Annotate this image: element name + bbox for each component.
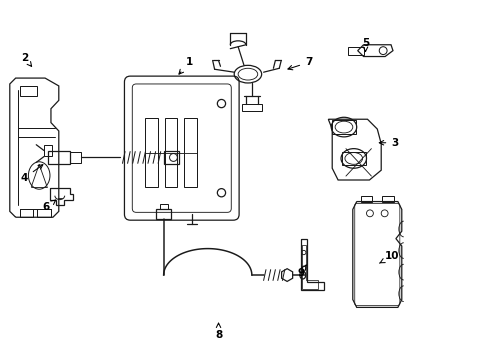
Text: 10: 10	[379, 251, 398, 263]
Bar	[164, 118, 177, 187]
Bar	[382, 196, 393, 202]
Bar	[160, 203, 167, 210]
Bar	[48, 150, 69, 164]
Bar	[360, 196, 372, 202]
Bar	[163, 150, 179, 164]
Bar	[156, 210, 171, 219]
Bar	[20, 86, 37, 96]
Text: 5: 5	[361, 38, 368, 51]
Text: 7: 7	[287, 57, 312, 70]
Text: 8: 8	[214, 323, 222, 340]
Bar	[184, 118, 197, 187]
Bar	[69, 152, 81, 163]
Text: 6: 6	[42, 200, 56, 212]
Bar	[242, 104, 261, 111]
Bar	[331, 120, 355, 134]
Text: 4: 4	[21, 165, 43, 183]
Text: 1: 1	[179, 57, 192, 74]
Text: 3: 3	[379, 138, 398, 148]
Bar	[44, 145, 52, 157]
Bar	[37, 210, 51, 217]
Bar	[341, 152, 365, 165]
Bar	[20, 210, 33, 217]
Bar	[145, 118, 158, 187]
Bar	[347, 47, 363, 55]
Text: 9: 9	[297, 265, 305, 278]
Text: 2: 2	[21, 53, 32, 66]
